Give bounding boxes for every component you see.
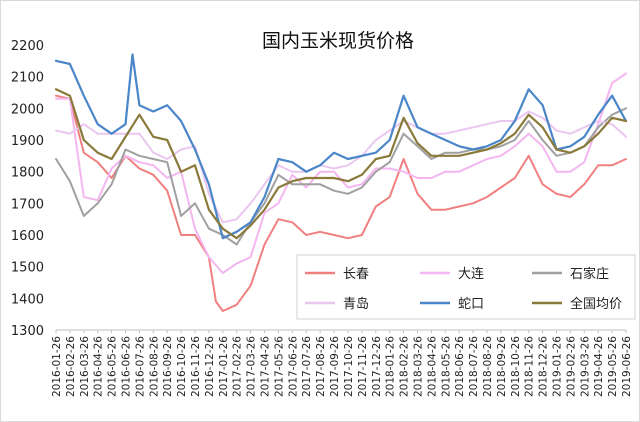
x-tick-label: 2019-03-26	[579, 336, 591, 397]
x-tick-label: 2016-08-26	[148, 336, 160, 397]
x-tick-label: 2019-01-26	[551, 336, 563, 397]
y-tick-label: 2200	[11, 39, 44, 54]
x-tick-label: 2016-11-26	[190, 336, 202, 397]
x-tick-label: 2018-08-26	[482, 336, 494, 397]
x-tick-label: 2018-01-26	[385, 336, 397, 397]
x-tick-label: 2017-06-26	[287, 336, 299, 397]
x-tick-label: 2017-10-26	[343, 336, 355, 397]
x-tick-label: 2017-09-26	[329, 336, 341, 397]
y-tick-label: 1600	[11, 229, 44, 244]
x-tick-label: 2018-03-26	[412, 336, 424, 397]
x-tick-label: 2017-08-26	[315, 336, 327, 397]
legend-box	[296, 254, 636, 320]
x-tick-label: 2017-07-26	[301, 336, 313, 397]
chart-title: 国内玉米现货价格	[262, 30, 414, 52]
x-tick-label: 2019-04-26	[593, 336, 605, 397]
y-tick-label: 1700	[11, 197, 44, 212]
x-tick-label: 2019-05-26	[607, 336, 619, 397]
series-line-0	[55, 94, 627, 312]
x-tick-label: 2016-09-26	[162, 336, 174, 397]
legend-label: 全国均价	[570, 296, 622, 312]
x-tick-label: 2017-01-26	[218, 336, 230, 397]
x-tick-label: 2016-02-26	[65, 336, 77, 397]
x-tick-label: 2016-07-26	[134, 336, 146, 397]
x-tick-label: 2018-04-26	[426, 336, 438, 397]
series-line-4	[54, 53, 628, 240]
legend-label: 大连	[458, 266, 484, 282]
x-tick-label: 2016-10-26	[176, 336, 188, 397]
series-layer	[54, 53, 628, 312]
legend-label: 石家庄	[570, 266, 609, 282]
y-tick-label: 2100	[11, 71, 44, 86]
x-tick-label: 2018-10-26	[510, 336, 522, 397]
x-tick-label: 2017-02-26	[232, 336, 244, 397]
y-tick-label: 2000	[11, 102, 44, 117]
legend-label: 蛇口	[458, 297, 484, 312]
x-tick-label: 2018-09-26	[496, 336, 508, 397]
x-tick-label: 2017-12-26	[371, 336, 383, 397]
legend-label: 长春	[343, 267, 369, 282]
x-tick-label: 2018-11-26	[524, 336, 536, 397]
x-tick-label: 2018-06-26	[454, 336, 466, 397]
x-tick-label: 2017-05-26	[273, 336, 285, 397]
series-line-5	[54, 88, 628, 240]
y-tick-label: 1900	[11, 134, 44, 149]
x-tick-label: 2017-03-26	[246, 336, 258, 397]
x-tick-label: 2018-12-26	[538, 336, 550, 397]
x-tick-label: 2018-07-26	[468, 336, 480, 397]
x-tick-label: 2019-06-26	[621, 336, 633, 397]
series-line-3	[55, 110, 627, 224]
x-tick-label: 2016-05-26	[107, 336, 119, 397]
y-axis: 1300 1400 1500 1600 1700 1800 1900 2000 2100 2200	[11, 39, 44, 339]
legend-label: 青岛	[343, 296, 369, 312]
x-tick-label: 2016-01-26	[51, 336, 63, 397]
x-tick-label: 2016-06-26	[121, 336, 133, 397]
x-tick-label: 2018-05-26	[440, 336, 452, 397]
series-line-2	[55, 107, 627, 246]
y-tick-label: 1400	[11, 292, 44, 307]
y-tick-label: 1500	[11, 261, 44, 276]
y-tick-label: 1800	[11, 166, 44, 181]
x-tick-label: 2016-12-26	[204, 336, 216, 397]
y-tick-label: 1300	[11, 324, 44, 339]
x-tick-label: 2016-03-26	[79, 336, 91, 397]
x-tick-label: 2019-02-26	[565, 336, 577, 397]
x-tick-label: 2017-11-26	[357, 336, 369, 397]
x-tick-label: 2018-02-26	[399, 336, 411, 397]
x-axis: 2016-01-26 2016-02-26 2016-03-26 2016-04-26…	[51, 329, 633, 397]
x-tick-label: 2017-04-26	[260, 336, 272, 397]
x-tick-label: 2016-04-26	[93, 336, 105, 397]
